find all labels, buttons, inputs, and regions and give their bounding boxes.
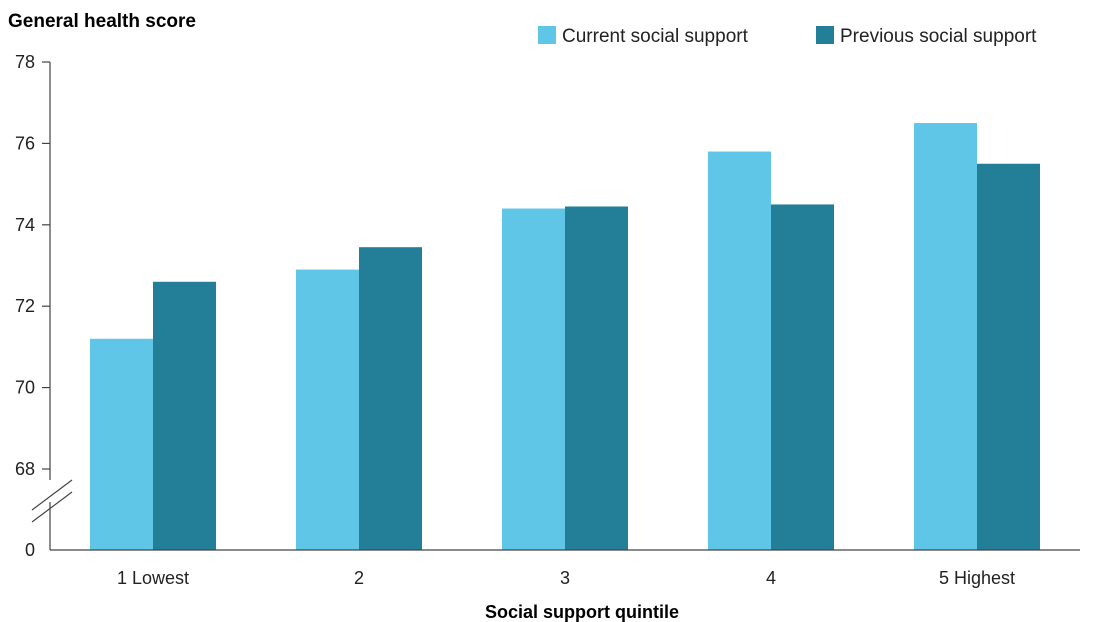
legend-label: Current social support (562, 26, 749, 47)
bar-previous (565, 206, 628, 551)
x-axis-title: Social support quintile (485, 602, 679, 622)
y-tick-label: 70 (15, 378, 35, 398)
x-tick-label: 1 Lowest (117, 568, 189, 588)
x-tick-label: 4 (766, 568, 776, 588)
bar-previous (771, 204, 834, 550)
y-tick-label: 74 (15, 215, 35, 235)
x-axis: 1 Lowest 2 3 4 5 Highest (50, 549, 1080, 588)
bar-previous (359, 247, 422, 550)
bar-current (90, 338, 153, 550)
y-tick-label: 78 (15, 52, 35, 72)
y-axis-title: General health score (8, 11, 196, 32)
bar-previous (153, 281, 216, 550)
y-tick-label-zero: 0 (25, 540, 35, 560)
bar-current (708, 151, 771, 551)
y-tick-label: 72 (15, 296, 35, 316)
y-tick-label: 68 (15, 459, 35, 479)
legend: Current social support Previous social su… (538, 26, 1037, 47)
legend-swatch (538, 26, 556, 44)
axis-break-mark (31, 491, 73, 523)
y-tick-label: 76 (15, 133, 35, 153)
bar-previous (977, 163, 1040, 550)
x-tick-label: 5 Highest (939, 568, 1015, 588)
bars (90, 123, 1040, 551)
bar-current (502, 208, 565, 550)
y-axis: 68 70 72 74 76 78 0 (15, 52, 73, 560)
legend-swatch (816, 26, 834, 44)
x-tick-label: 2 (354, 568, 364, 588)
x-tick-label: 3 (560, 568, 570, 588)
axis-break-mark (31, 479, 73, 511)
bar-current (914, 123, 977, 551)
legend-label: Previous social support (840, 26, 1037, 47)
bar-current (296, 269, 359, 550)
